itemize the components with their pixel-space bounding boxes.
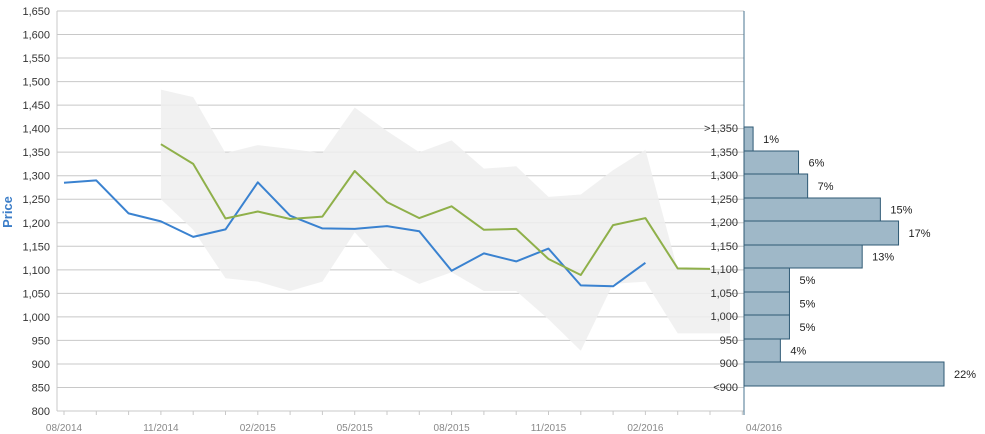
- x-tick-label: 02/2015: [240, 423, 277, 434]
- y-tick-label: 1,650: [22, 6, 50, 18]
- histogram-pct-label: 13%: [872, 252, 894, 264]
- histogram-bin-label: 1,300: [710, 170, 738, 182]
- x-tick-label: 11/2014: [143, 423, 179, 434]
- y-tick-label: 1,550: [22, 53, 50, 65]
- histogram-bin-label: 1,150: [710, 241, 738, 253]
- histogram-bar: [743, 314, 790, 340]
- histogram-pct-label: 5%: [799, 299, 815, 311]
- x-tick-label: 11/2015: [531, 423, 567, 434]
- histogram-bin-label: 900: [720, 358, 738, 370]
- y-tick-label: 850: [32, 382, 50, 394]
- histogram-bar: [743, 244, 863, 269]
- histogram-bin-label: <900: [713, 382, 738, 394]
- y-tick-label: 1,300: [22, 171, 50, 183]
- y-tick-label: 800: [32, 406, 50, 418]
- histogram-pct-label: 5%: [799, 275, 815, 287]
- y-tick-label: 950: [32, 335, 50, 347]
- histogram-pct-label: 17%: [909, 228, 931, 240]
- histogram-bar: [743, 267, 790, 293]
- y-tick-label: 1,100: [22, 265, 50, 277]
- histogram-bin-label: 1,100: [710, 264, 738, 276]
- histogram-bin-label: >1,350: [704, 123, 738, 135]
- histogram-bar: [743, 361, 945, 387]
- series-line-1: [63, 179, 646, 288]
- x-tick-label: 04/2016: [746, 423, 783, 434]
- y-tick-label: 1,350: [22, 147, 50, 159]
- histogram-pct-label: 4%: [790, 346, 806, 358]
- histogram-pct-label: 15%: [890, 205, 912, 217]
- histogram-pct-label: 5%: [799, 322, 815, 334]
- x-axis-ticks: 08/2014 11/2014 02/2015 05/2015 08/2015 11/20…: [46, 411, 783, 434]
- histogram-bin-label: 1,250: [710, 194, 738, 206]
- x-tick-label: 08/2015: [434, 423, 471, 434]
- histogram-pct-label: 1%: [763, 134, 779, 146]
- y-axis-label: Price: [0, 196, 15, 228]
- x-tick-label: 08/2014: [46, 423, 83, 434]
- histogram-bar: [743, 220, 900, 246]
- histogram-bin-label: 950: [720, 335, 738, 347]
- histogram-bar: [743, 197, 881, 222]
- histogram-bin-label: 1,200: [710, 217, 738, 229]
- histogram-bar: [743, 150, 800, 175]
- y-tick-label: 1,600: [22, 30, 50, 42]
- histogram-pct-label: 22%: [954, 369, 976, 381]
- x-tick-label: 05/2015: [337, 423, 374, 434]
- y-tick-label: 1,400: [22, 124, 50, 136]
- histogram-bin-label: 1,000: [710, 311, 738, 323]
- y-tick-label: 1,450: [22, 100, 50, 112]
- histogram-bin-label: 1,350: [710, 147, 738, 159]
- y-tick-label: 900: [32, 359, 50, 371]
- histogram-bar: [743, 291, 790, 316]
- y-tick-label: 1,050: [22, 288, 50, 300]
- y-tick-label: 1,250: [22, 194, 50, 206]
- y-tick-label: 1,150: [22, 241, 50, 253]
- y-axis-ticks: 800 850 900 950 1,000 1,050 1,100 1,150 1,200 1,2…: [22, 6, 50, 418]
- y-tick-label: 1,000: [22, 312, 50, 324]
- histogram: 1% >1,350 6% 1,350 7% 1,300 15% 1,250 17% 1,200 13…: [704, 123, 976, 394]
- histogram-pct-label: 6%: [809, 158, 825, 170]
- histogram-pct-label: 7%: [818, 181, 834, 193]
- histogram-bin-label: 1,050: [710, 288, 738, 300]
- histogram-bar: [743, 338, 781, 363]
- series-line-2: [160, 143, 711, 276]
- series-lines: [63, 143, 711, 288]
- y-tick-label: 1,200: [22, 218, 50, 230]
- x-tick-label: 02/2016: [627, 423, 664, 434]
- histogram-bar: [743, 173, 809, 199]
- y-tick-label: 1,500: [22, 77, 50, 89]
- histogram-bar: [743, 126, 754, 152]
